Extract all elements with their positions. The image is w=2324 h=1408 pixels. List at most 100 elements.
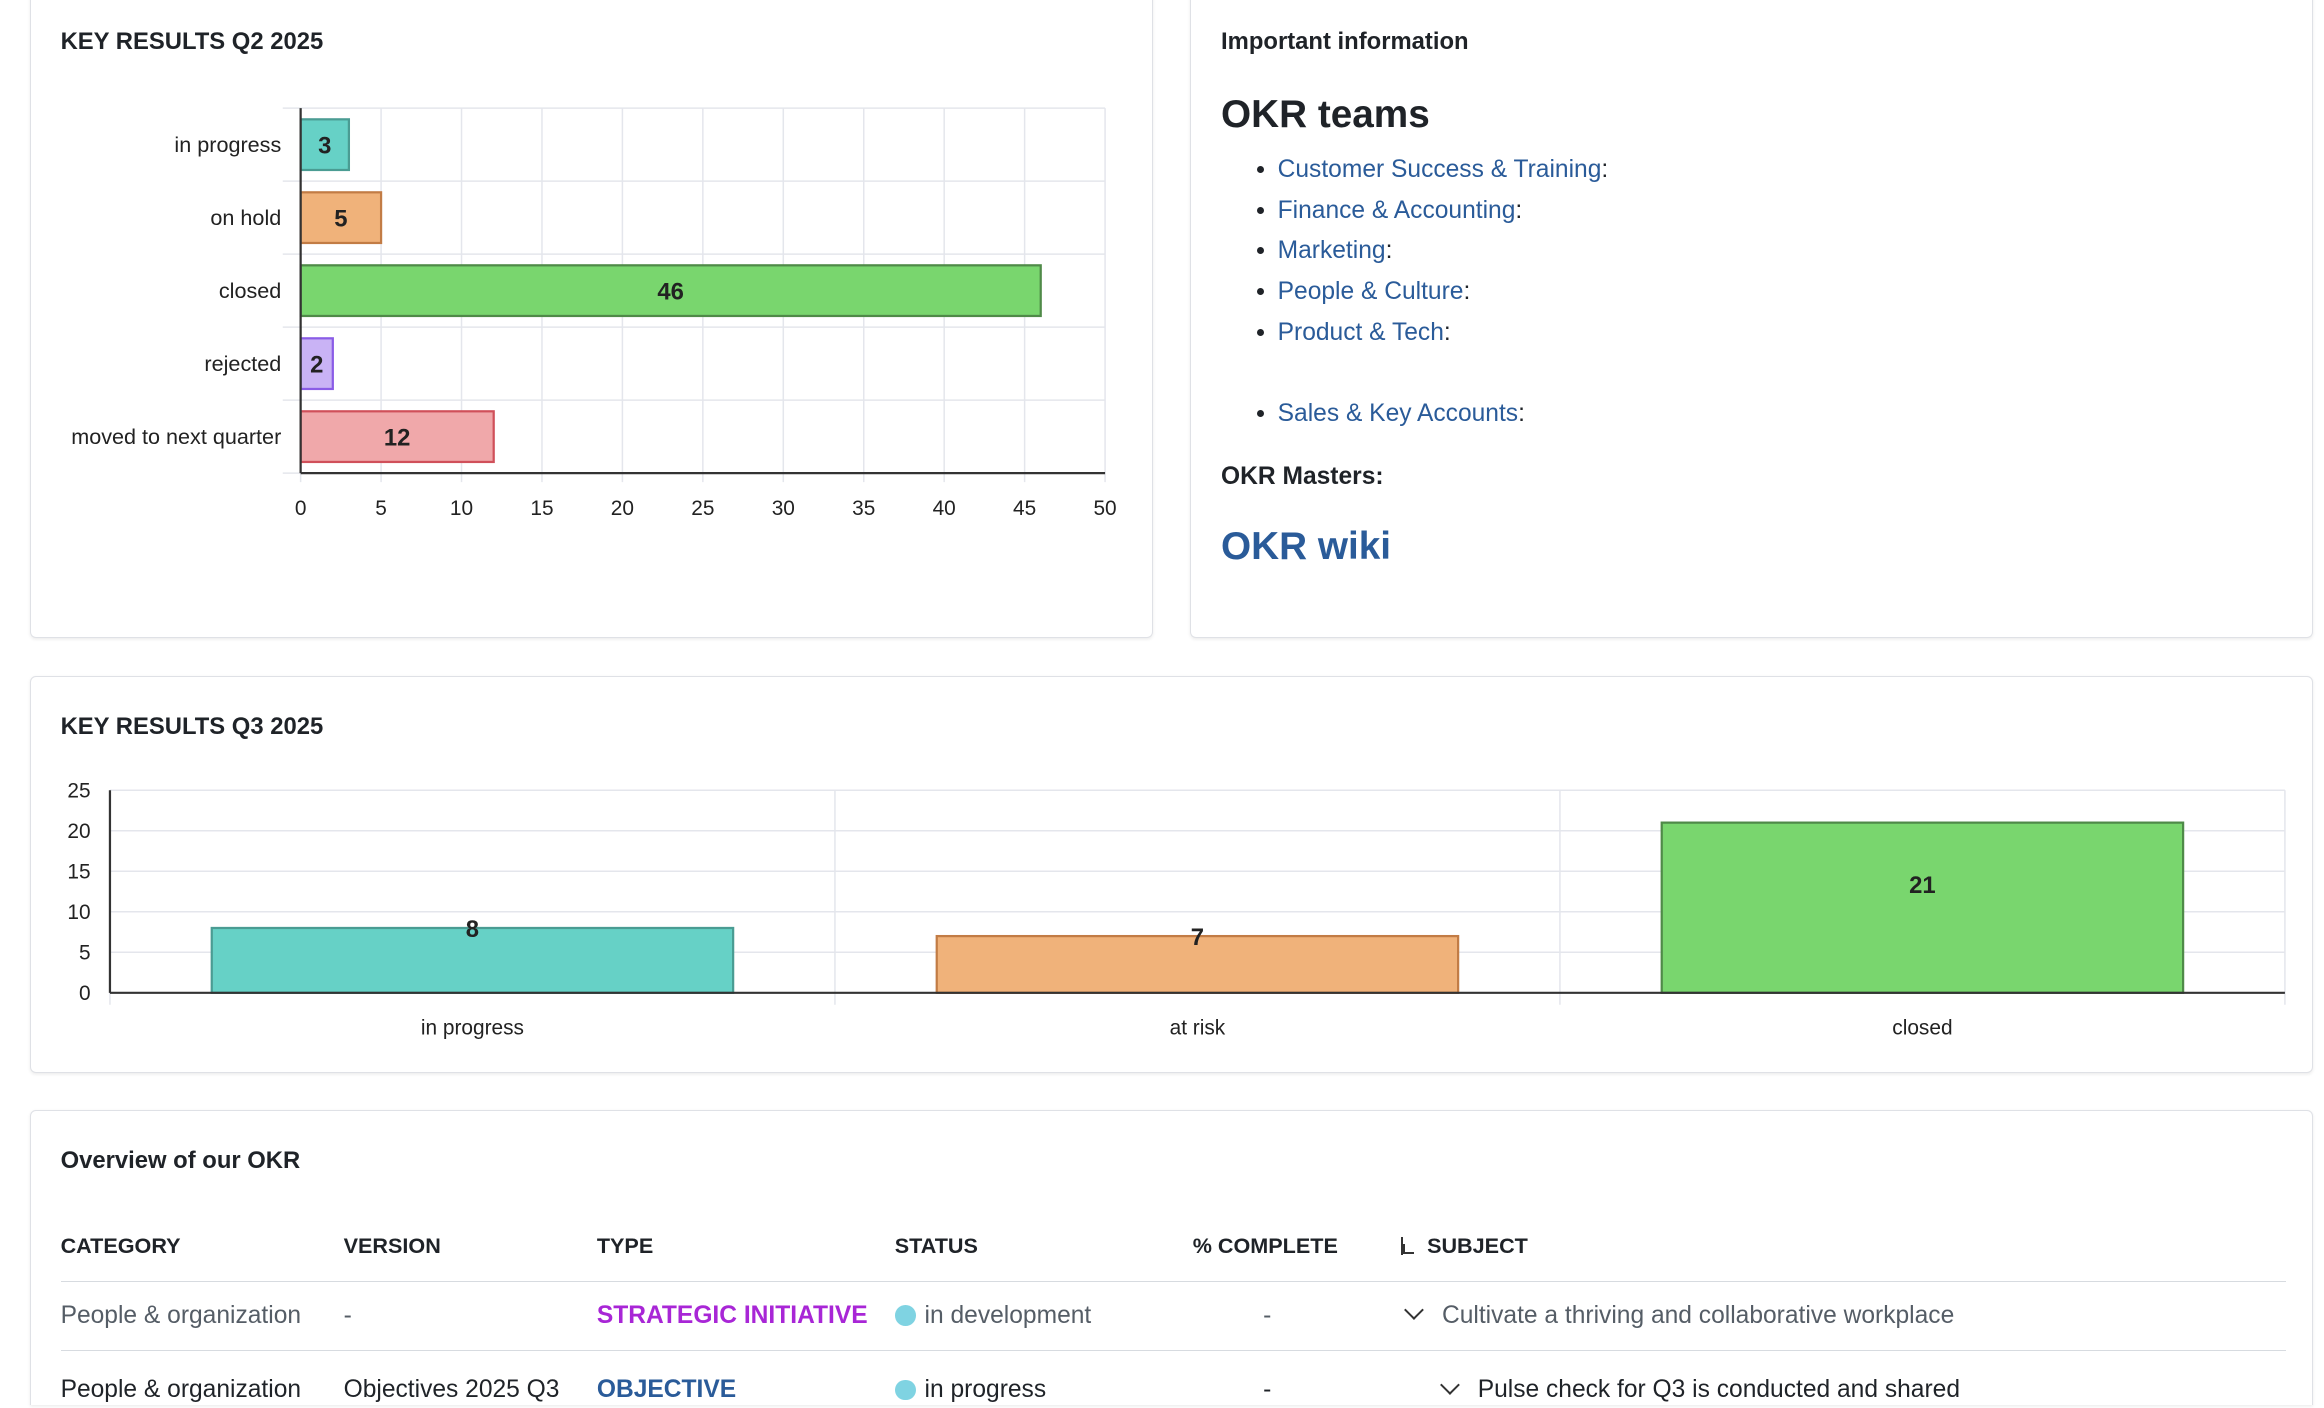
team-link[interactable]: People & Culture — [1277, 277, 1464, 305]
x-tick-label: 50 — [1093, 497, 1116, 520]
bar-value-label: 7 — [1191, 924, 1204, 951]
hierarchy-icon — [1401, 1236, 1415, 1255]
col-status[interactable]: STATUS — [894, 1212, 1193, 1282]
bar-closed — [1660, 821, 2185, 995]
okr-masters-label: OKR Masters: — [1221, 462, 1384, 490]
bar-on-hold — [299, 191, 382, 245]
status-label: in development — [924, 1301, 1092, 1329]
x-tick-label: closed — [1892, 1017, 1952, 1040]
okr-table: CATEGORY VERSION TYPE STATUS % COMPLETE … — [60, 1212, 2287, 1408]
q3-chart-title: KEY RESULTS Q3 2025 — [60, 713, 324, 741]
cell-version: Objectives 2025 Q3 — [343, 1376, 560, 1404]
team-link[interactable]: Sales & Key Accounts — [1277, 400, 1519, 427]
col-subject[interactable]: SUBJECT — [1401, 1212, 2287, 1282]
cell-type: OBJECTIVE — [597, 1351, 895, 1408]
y-tick-label: in progress — [174, 132, 281, 157]
col-category[interactable]: CATEGORY — [60, 1212, 344, 1282]
q2-chart-card: KEY RESULTS Q2 2025 0 5 10 15 20 25 30 35 40 45 50… — [29, 0, 1153, 638]
bar-moved-to-next-quarter — [299, 410, 495, 464]
y-tick-label: 0 — [79, 983, 91, 1006]
important-info-card: Important information OKR teams Customer… — [1190, 0, 2314, 638]
status-label: in progress — [924, 1376, 1047, 1404]
y-tick-label: 25 — [67, 780, 90, 803]
col-type[interactable]: TYPE — [596, 1212, 895, 1282]
y-tick-label: 15 — [67, 861, 90, 884]
x-tick-label: 0 — [295, 497, 307, 520]
cell-subject: Pulse check for Q3 is conducted and shar… — [1401, 1351, 2286, 1408]
team-link[interactable]: Customer Success & Training — [1277, 155, 1602, 183]
bar-closed — [299, 264, 1042, 318]
x-tick-label: 40 — [932, 497, 955, 520]
table-header-row: CATEGORY VERSION TYPE STATUS % COMPLETE … — [60, 1212, 2287, 1282]
chevron-down-icon[interactable] — [1404, 1299, 1424, 1320]
colon: : — [1601, 155, 1609, 183]
bar-value-label: 21 — [1909, 872, 1936, 899]
x-tick-label: 45 — [1013, 497, 1036, 520]
table-row[interactable]: People & organization Objectives 2025 Q3 O… — [61, 1351, 2287, 1408]
team-list-item: Finance & Accounting: — [1278, 191, 1609, 232]
bar-value-label: 5 — [334, 206, 347, 233]
team-link[interactable]: Product & Tech — [1277, 318, 1444, 346]
cell-category: People & organization — [60, 1376, 302, 1404]
okr-overview-card: Overview of our OKR CATEGORY VERSION TYP… — [29, 1109, 2314, 1408]
col-complete[interactable]: % COMPLETE — [1192, 1212, 1402, 1282]
bar-value-label: 8 — [466, 916, 479, 943]
colon: : — [1443, 318, 1451, 346]
team-link[interactable]: Finance & Accounting — [1277, 196, 1516, 224]
team-list-item: People & Culture: — [1278, 272, 1609, 313]
overview-title: Overview of our OKR — [60, 1146, 301, 1174]
col-version[interactable]: VERSION — [343, 1212, 597, 1282]
colon: : — [1463, 277, 1471, 305]
cell-subject: Cultivate a thriving and collaborative w… — [1401, 1281, 2287, 1352]
x-tick-label: 20 — [611, 497, 634, 520]
x-tick-label: 25 — [691, 497, 714, 520]
cell-category: People & organization — [60, 1281, 344, 1352]
chevron-down-icon[interactable] — [1440, 1374, 1460, 1395]
cell-type: STRATEGIC INITIATIVE — [596, 1281, 895, 1352]
y-tick-label: 10 — [67, 902, 90, 925]
y-tick-label: 20 — [67, 820, 90, 843]
status-dot-icon — [894, 1304, 916, 1326]
bar-rejected — [299, 337, 334, 391]
cell-status: in progress — [894, 1351, 1193, 1408]
okr-wiki-link[interactable]: OKR wiki — [1221, 525, 1392, 569]
colon: : — [1515, 196, 1523, 224]
okr-teams-list: Customer Success & Training:Finance & Ac… — [1221, 150, 1609, 435]
colon: : — [1518, 400, 1525, 427]
bar-value-label: 2 — [310, 352, 323, 379]
q2-chart-title: KEY RESULTS Q2 2025 — [60, 27, 324, 55]
bar-value-label: 46 — [657, 279, 684, 306]
type-label: OBJECTIVE — [596, 1376, 737, 1404]
x-tick-label: in progress — [421, 1017, 524, 1040]
team-list-item: Product & Tech: — [1278, 313, 1609, 354]
info-title: Important information — [1221, 27, 1469, 55]
subject-label[interactable]: Pulse check for Q3 is conducted and shar… — [1477, 1376, 1960, 1404]
x-tick-label: at risk — [1169, 1017, 1225, 1040]
x-tick-label: 30 — [771, 497, 794, 520]
q2-bar-chart: 0 5 10 15 20 25 30 35 40 45 50 in progress 3 on hold 5… — [71, 107, 1116, 520]
team-list-item: Customer Success & Training: — [1278, 150, 1609, 191]
cell-status: in development — [894, 1281, 1193, 1352]
status-dot-icon — [894, 1379, 916, 1401]
y-tick-label: 5 — [79, 942, 91, 965]
type-label: STRATEGIC INITIATIVE — [596, 1301, 868, 1329]
colon: : — [1385, 237, 1393, 265]
y-tick-label: closed — [219, 278, 281, 303]
team-list-item: Sales & Key Accounts: — [1278, 394, 1609, 435]
team-list-item: Marketing: — [1278, 231, 1609, 272]
x-tick-label: 35 — [852, 497, 875, 520]
bar-in-progress — [210, 927, 735, 995]
cell-version: - — [343, 1281, 597, 1352]
y-tick-label: moved to next quarter — [71, 424, 281, 449]
bar-value-label: 12 — [384, 425, 411, 452]
table-row[interactable]: People & organization - STRATEGIC INITIATI… — [60, 1281, 2287, 1352]
cell-complete: - — [1263, 1376, 1272, 1404]
team-link[interactable]: Marketing — [1277, 237, 1386, 265]
q3-chart-card: KEY RESULTS Q3 2025 0 5 10 15 20 25 8 in progre… — [29, 676, 2314, 1073]
col-subject-label: SUBJECT — [1427, 1233, 1528, 1259]
x-tick-label: 10 — [450, 497, 473, 520]
cell-complete: - — [1192, 1281, 1402, 1352]
x-tick-label: 5 — [375, 497, 387, 520]
subject-label[interactable]: Cultivate a thriving and collaborative w… — [1441, 1301, 1955, 1329]
y-tick-label: rejected — [204, 351, 281, 376]
